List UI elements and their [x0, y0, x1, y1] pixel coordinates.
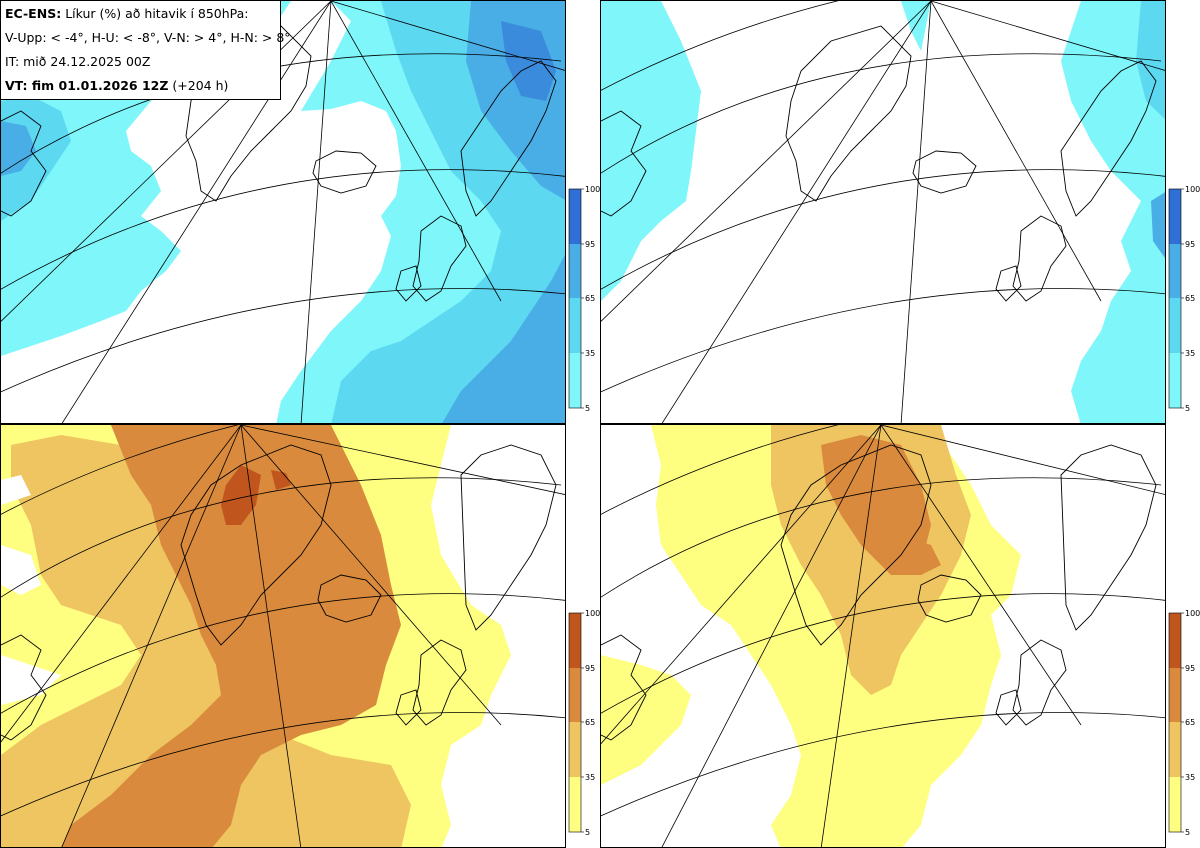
map-panel-cold-4 [0, 0, 566, 424]
tick-label: 100 [585, 185, 600, 194]
tick-label: 100 [1185, 609, 1200, 618]
tick-label: 95 [585, 664, 595, 673]
lead-time-text: (+204 h) [172, 78, 229, 93]
tick-label: 65 [585, 718, 595, 727]
tick-label: 35 [1185, 773, 1195, 782]
tick-label: 65 [1185, 294, 1195, 303]
probability-map [1, 1, 565, 423]
probability-map [1, 425, 565, 847]
map-info-box: EC-ENS: Líkur (%) að hitavik í 850hPa: V… [0, 0, 291, 100]
tick-label: 35 [585, 349, 595, 358]
tick-label: 100 [585, 609, 600, 618]
probability-map [601, 1, 1165, 423]
map-panel-warm-8 [600, 424, 1166, 848]
title-text: Líkur (%) að hitavik í 850hPa: [65, 6, 249, 21]
valid-time-bold: VT: fim 01.01.2026 12Z [5, 78, 169, 93]
initial-time-text: IT: mið 24.12.2025 00Z [5, 54, 151, 69]
title-bold: EC-ENS: [5, 6, 62, 21]
tick-label: 95 [585, 240, 595, 249]
colorbar-warm-right: 100 95 65 35 5 [1168, 609, 1200, 837]
tick-label: 100 [1185, 185, 1200, 194]
tick-label: 35 [585, 773, 595, 782]
map-panel-cold-8 [600, 0, 1166, 424]
colorbar-warm-left: 100 95 65 35 5 [568, 609, 608, 837]
colorbar-cold-right: 100 95 65 35 5 [1168, 185, 1200, 413]
probability-map [601, 425, 1165, 847]
tick-label: 5 [585, 404, 590, 413]
thresholds-text: V-Upp: < -4°, H-U: < -8°, V-N: > 4°, H-N… [5, 30, 291, 45]
map-panel-warm-4 [0, 424, 566, 848]
tick-label: 5 [585, 828, 590, 837]
tick-label: 65 [1185, 718, 1195, 727]
tick-label: 65 [585, 294, 595, 303]
tick-label: 95 [1185, 240, 1195, 249]
tick-label: 95 [1185, 664, 1195, 673]
colorbar-cold-left: 100 95 65 35 5 [568, 185, 608, 413]
tick-label: 5 [1185, 404, 1190, 413]
tick-label: 35 [1185, 349, 1195, 358]
tick-label: 5 [1185, 828, 1190, 837]
